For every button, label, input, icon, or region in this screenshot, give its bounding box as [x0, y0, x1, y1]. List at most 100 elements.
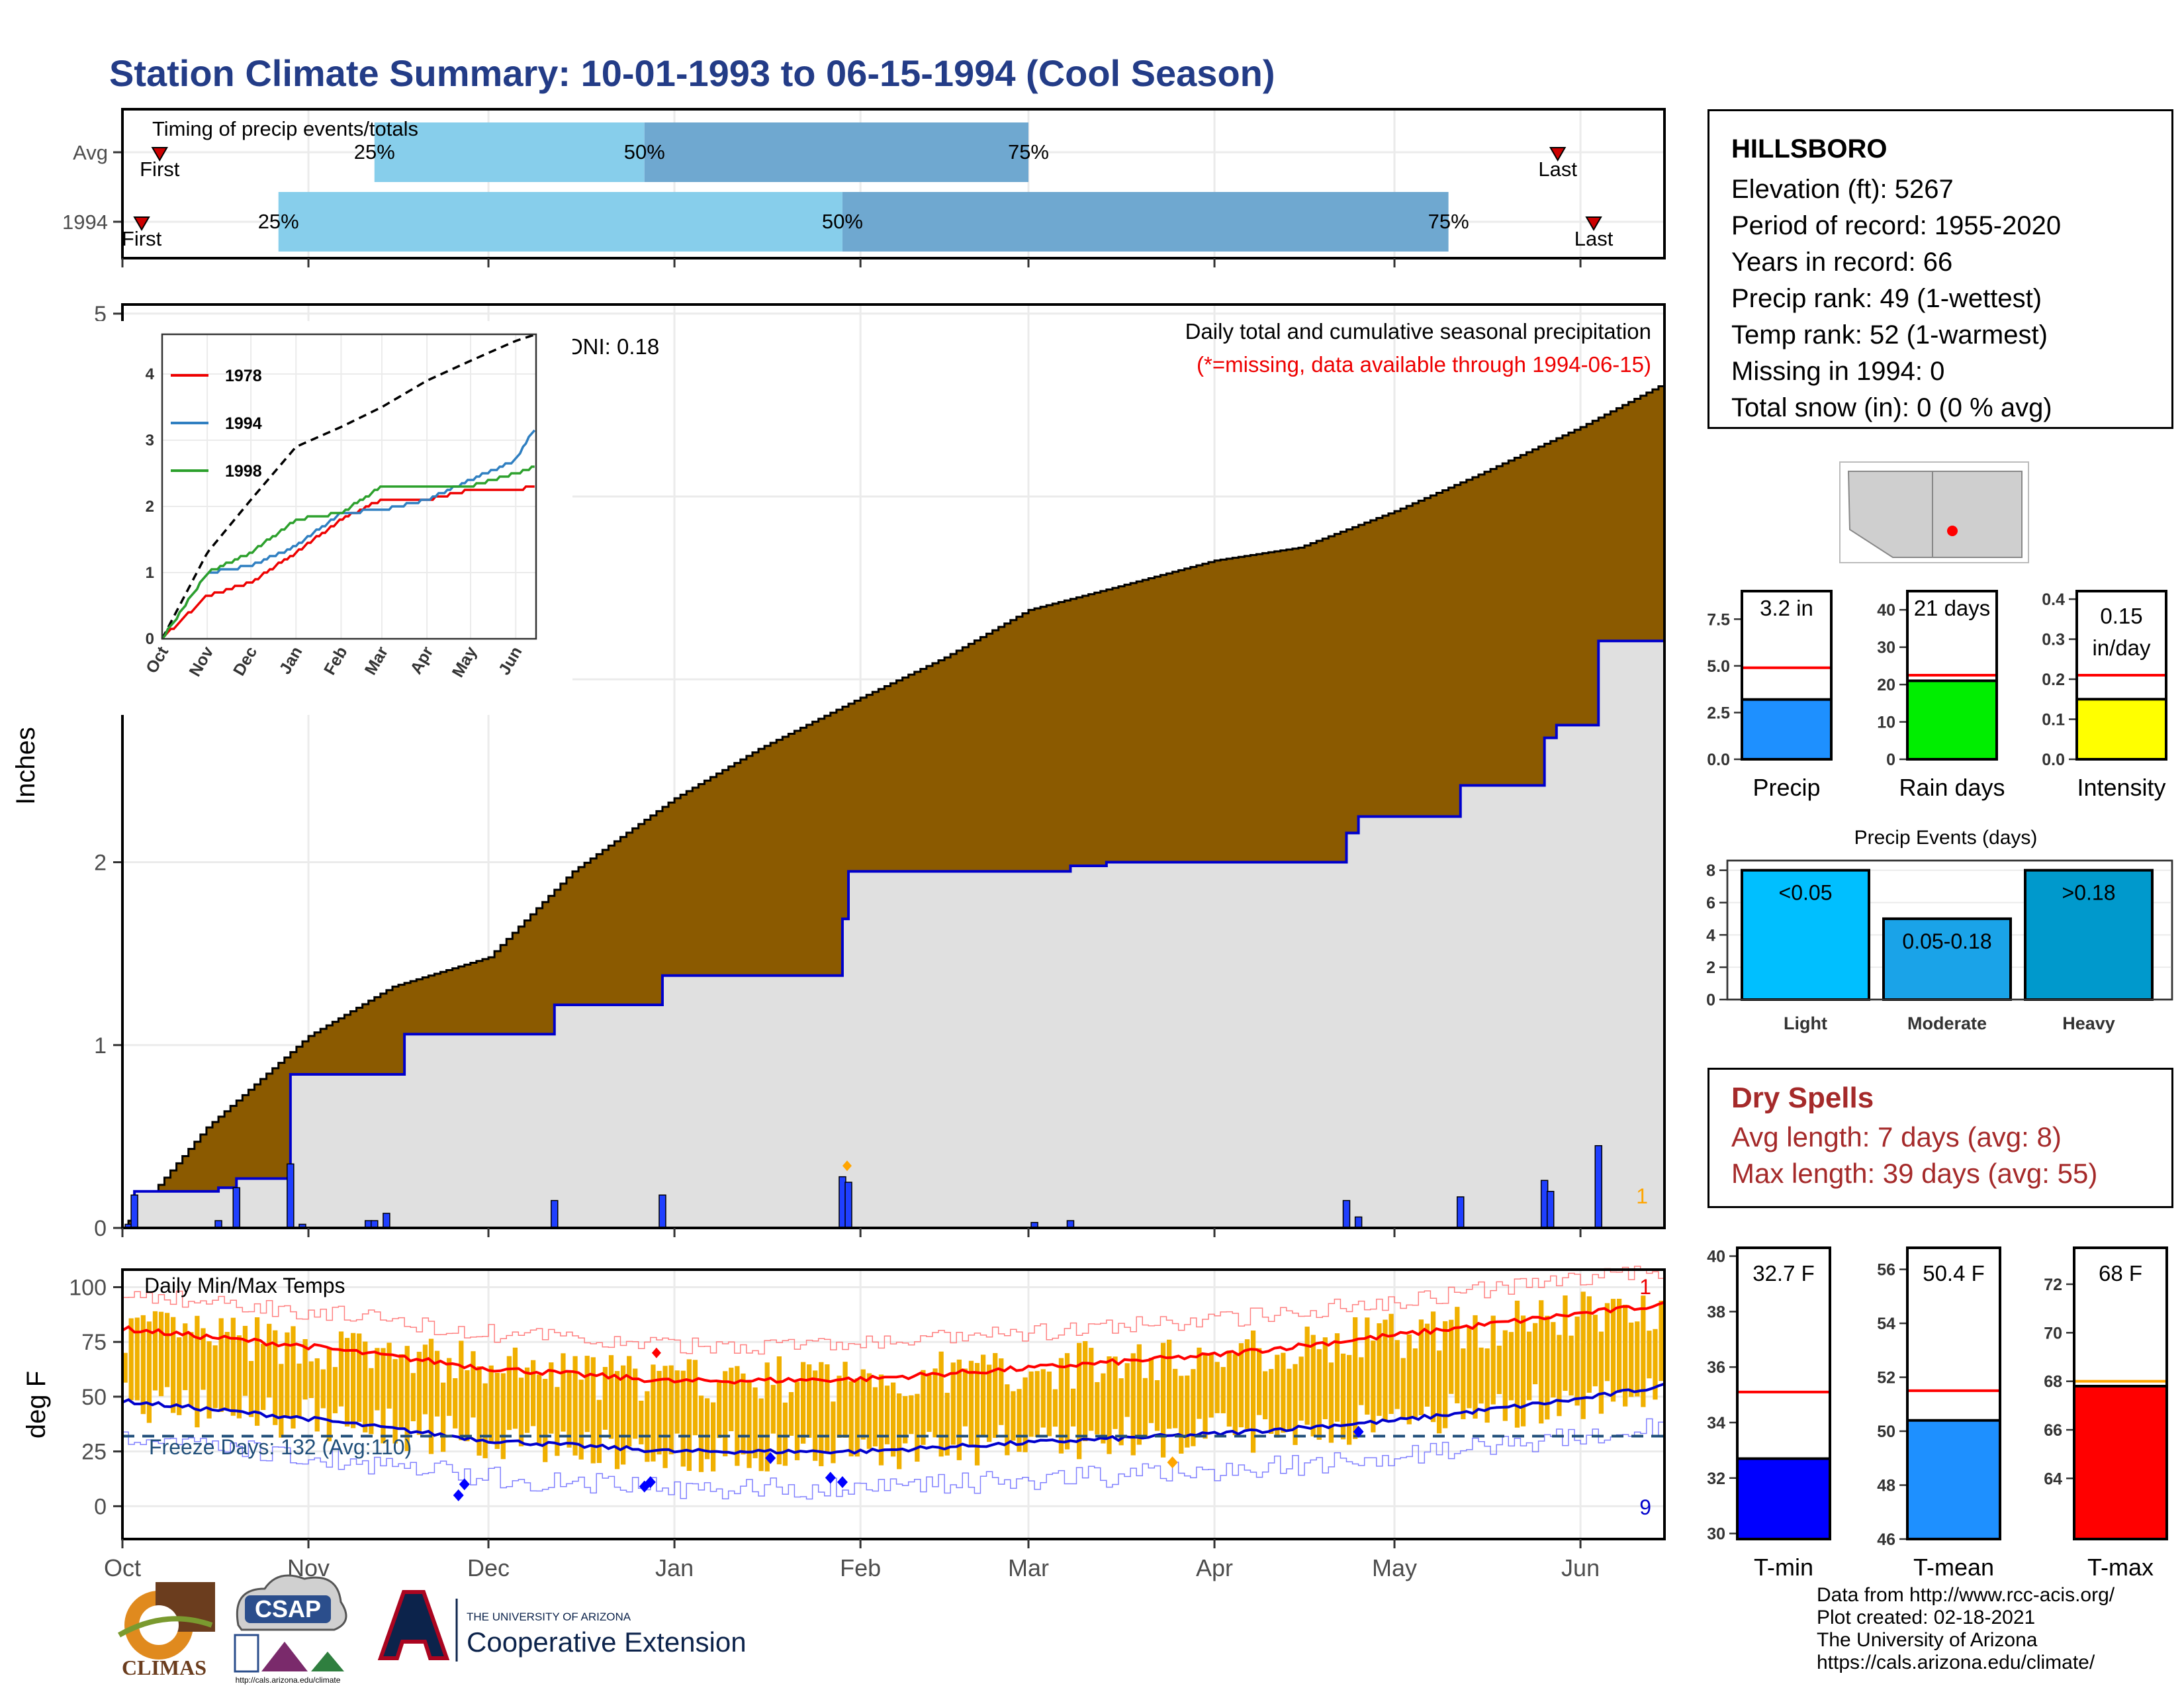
station-name: HILLSBORO	[1731, 134, 1888, 164]
footer-data-source: Data from http://www.rcc-acis.org/	[1817, 1584, 2115, 1606]
daily-temp-bar	[273, 1330, 278, 1425]
daily-temp-bar	[933, 1368, 938, 1438]
daily-temp-bar	[1275, 1354, 1280, 1438]
station-location-dot	[1947, 526, 1958, 536]
footer-url: https://cals.arizona.edu/climate/	[1817, 1652, 2095, 1673]
daily-temp-bar	[1383, 1319, 1388, 1421]
daily-temp-bar	[1334, 1333, 1340, 1422]
stat-bar	[2073, 1385, 2168, 1540]
daily-temp-bar	[1077, 1342, 1082, 1460]
daily-temp-bar	[1406, 1334, 1412, 1425]
daily-temp-bar	[1533, 1323, 1538, 1385]
daily-temp-bar	[1436, 1350, 1442, 1434]
daily-temp-bar	[704, 1398, 710, 1460]
daily-temp-bar	[465, 1370, 470, 1442]
daily-temp-bar	[530, 1360, 536, 1427]
timing-bar-50-75	[842, 192, 1449, 252]
daily-temp-bar	[1616, 1298, 1622, 1393]
daily-temp-bar	[201, 1328, 206, 1390]
ua-line2: Cooperative Extension	[467, 1626, 747, 1658]
temp-stat-t-min: 30 32 34 36 38 40 T-min 32.7 F	[1707, 1246, 1831, 1581]
missing-day-marker	[842, 1160, 852, 1172]
precip-ytick-label: 5	[94, 302, 107, 327]
record-high-marker	[651, 1347, 661, 1358]
temp-stat-t-mean: 46 48 50 52 54 56 T-mean 50.4 F	[1877, 1246, 2001, 1581]
daily-temp-bar	[1394, 1340, 1400, 1409]
daily-temp-bar	[567, 1372, 572, 1448]
daily-temp-bar	[938, 1351, 944, 1457]
daily-temp-bar	[183, 1323, 188, 1391]
map-state-arizona	[1847, 471, 1933, 558]
daily-temp-bar	[758, 1398, 764, 1472]
daily-temp-bar	[729, 1368, 734, 1432]
daily-temp-bar	[1520, 1315, 1526, 1427]
daily-temp-bar	[614, 1371, 620, 1470]
daily-temp-bar	[999, 1358, 1004, 1425]
daily-temp-bar	[1095, 1382, 1100, 1434]
daily-temp-bar	[1610, 1299, 1616, 1402]
daily-temp-bar	[410, 1373, 416, 1422]
daily-temp-bar	[236, 1335, 242, 1419]
daily-temp-bar	[537, 1374, 542, 1444]
daily-temp-bar	[993, 1353, 998, 1438]
daily-precip-bar	[844, 1182, 852, 1229]
daily-temp-bar	[1526, 1331, 1532, 1401]
daily-temp-bar	[1580, 1291, 1586, 1419]
timing-row-label: 1994	[62, 211, 108, 234]
daily-temp-bar	[1359, 1357, 1364, 1405]
daily-temp-bar	[1449, 1319, 1454, 1394]
daily-temp-bar	[633, 1368, 638, 1439]
record-low-marker	[837, 1476, 848, 1488]
daily-temp-bar	[471, 1351, 476, 1418]
stat-ytick-label: 30	[1877, 639, 1895, 657]
daily-temp-bar	[543, 1379, 548, 1462]
daily-temp-bar	[1557, 1335, 1562, 1417]
daily-precip-bar	[287, 1163, 295, 1229]
daily-precip-bar	[232, 1187, 241, 1229]
events-ytick-label: 2	[1706, 959, 1715, 977]
stat-ytick-label: 48	[1877, 1477, 1895, 1495]
temp-plot-border	[121, 1268, 1666, 1540]
daily-temp-bar	[434, 1350, 440, 1417]
daily-temp-bar	[1641, 1295, 1646, 1407]
daily-temp-bar	[1089, 1348, 1094, 1431]
inset-border	[161, 333, 537, 640]
daily-temp-bar	[1473, 1315, 1478, 1419]
stat-axis-label: T-max	[2087, 1554, 2154, 1581]
daily-temp-bar	[1244, 1339, 1250, 1429]
last-label: Last	[1574, 227, 1614, 250]
record-low-marker	[825, 1472, 836, 1484]
stat-ytick-label: 0.4	[2042, 590, 2065, 609]
stat-ytick-label: 0	[1886, 751, 1895, 769]
last-event-marker	[1549, 147, 1567, 162]
csap-bars	[234, 1634, 259, 1673]
daily-temp-bar	[1028, 1371, 1034, 1437]
daily-temp-bar	[1539, 1300, 1544, 1424]
daily-temp-bar	[872, 1387, 878, 1447]
daily-temp-bar	[807, 1364, 812, 1438]
timing-panel: 25% 50% 75% First Last Avg 25% 50% 75% First Last 1…	[62, 108, 1666, 259]
daily-temp-bar	[428, 1338, 434, 1454]
daily-temp-bar	[884, 1385, 890, 1444]
daily-temp-bar	[453, 1378, 458, 1429]
daily-temp-bar	[1659, 1300, 1664, 1382]
station-years: Years in record: 66	[1731, 248, 1953, 277]
precip-panel: 0 1 2 3 4 5 1 Daily total and cumulative season…	[11, 258, 1666, 1241]
daily-temp-bar	[1340, 1353, 1346, 1440]
daily-temp-bar	[1514, 1300, 1520, 1428]
daily-temp-bar	[254, 1317, 260, 1426]
precip-event-bar	[1741, 868, 1870, 1001]
daily-temp-bar	[837, 1376, 842, 1438]
daily-temp-bar	[903, 1396, 908, 1444]
daily-temp-bar	[1598, 1331, 1604, 1414]
daily-temp-bar	[1322, 1337, 1328, 1419]
csap-wordmark: CSAP	[255, 1595, 321, 1622]
daily-temp-bar	[1154, 1380, 1160, 1431]
precip-stat-precip: 0.0 2.5 5.0 7.5 Precip 3.2 in	[1707, 590, 1833, 801]
daily-temp-bar	[962, 1368, 968, 1427]
daily-temp-bar	[819, 1362, 824, 1466]
station-info-box: HILLSBORO Elevation (ft): 5267 Period of…	[1707, 109, 2173, 429]
daily-temp-bar	[1136, 1344, 1142, 1445]
daily-precip-bar	[1457, 1196, 1465, 1229]
